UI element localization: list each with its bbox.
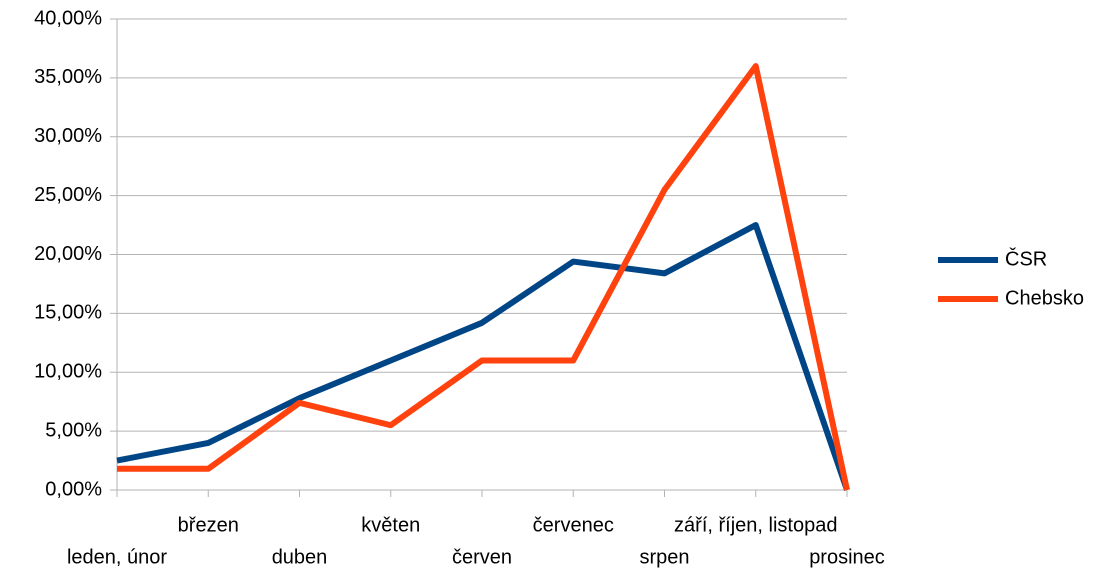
x-tick-label: květen (361, 514, 420, 536)
x-tick-label: prosinec (809, 546, 885, 568)
series-line (116, 222, 850, 491)
legend-label: ČSR (1005, 247, 1047, 270)
y-tick-label: 15,00% (34, 302, 102, 324)
y-tick-label: 5,00% (45, 419, 102, 441)
x-tick-label: březen (178, 514, 239, 536)
x-tick-label: leden, únor (67, 546, 167, 568)
x-tick-label: červenec (533, 514, 614, 536)
y-tick-label: 40,00% (34, 7, 102, 29)
y-tick-label: 25,00% (34, 184, 102, 206)
x-tick-label: červen (452, 546, 512, 568)
y-tick-label: 0,00% (45, 478, 102, 500)
x-tick-label: duben (272, 546, 328, 568)
y-tick-label: 30,00% (34, 125, 102, 147)
y-tick-label: 20,00% (34, 243, 102, 265)
y-tick-label: 10,00% (34, 361, 102, 383)
x-tick-label: září, říjen, listopad (674, 514, 837, 536)
legend-label: Chebsko (1005, 287, 1084, 309)
series-line (117, 63, 850, 491)
x-tick-label: srpen (639, 546, 689, 568)
y-tick-label: 35,00% (34, 66, 102, 88)
